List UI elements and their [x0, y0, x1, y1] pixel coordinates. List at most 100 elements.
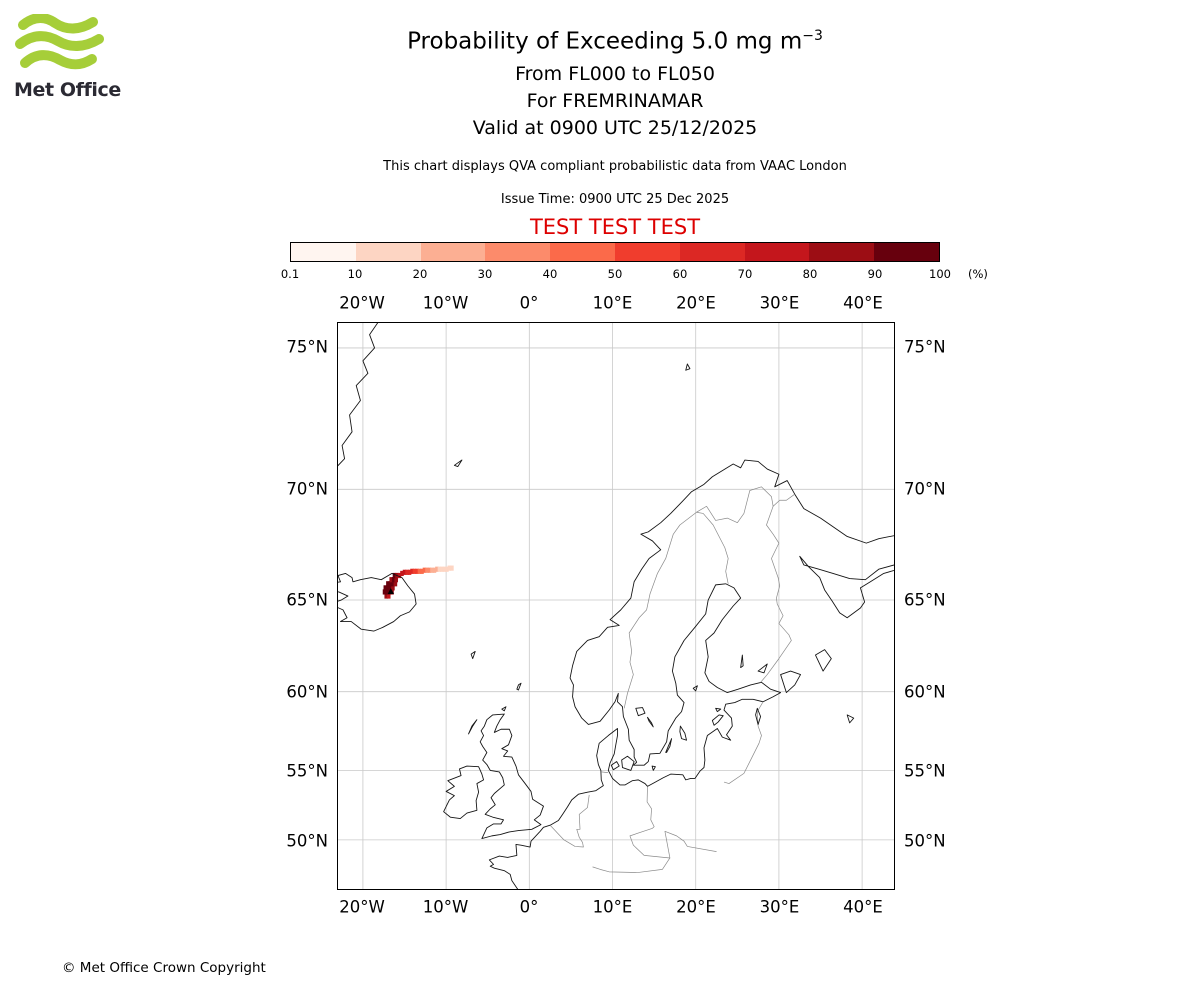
coastline: [470, 650, 476, 660]
issue-time: Issue Time: 0900 UTC 25 Dec 2025: [500, 192, 730, 207]
country-border: [623, 511, 697, 709]
ash-plume-cell: [407, 569, 412, 575]
ash-plume-cell: [415, 568, 419, 574]
lake-outline: [757, 663, 768, 674]
y-axis-label-left: 65°N: [286, 590, 328, 610]
y-axis-label-right: 50°N: [904, 831, 946, 851]
colorbar-ticks: (%) 0.1 10 20 30 40 50 60 70 80 90 100: [281, 262, 990, 281]
x-axis-label-bottom: 40°E: [843, 897, 883, 917]
colorbar-segment: [420, 243, 486, 261]
coastline: [685, 363, 691, 371]
ash-plume-cell: [417, 568, 422, 574]
coastline: [488, 459, 894, 889]
y-axis-label-left: 50°N: [286, 831, 328, 851]
ash-plume-cell: [384, 593, 389, 599]
coastline: [443, 765, 485, 819]
ash-plume-cell: [437, 566, 442, 572]
colorbar-tick-label: 50: [607, 267, 623, 281]
x-axis-label-top: 20°W: [339, 293, 385, 313]
ash-plume-cell: [410, 568, 414, 574]
ash-plume-cell: [450, 565, 454, 571]
ash-plume-cell: [402, 569, 407, 575]
ash-plume-cell: [445, 566, 449, 572]
colorbar-tick-label: 100: [929, 267, 951, 281]
ash-plume-cell: [388, 581, 393, 587]
ash-plume-cell: [385, 589, 389, 595]
volcano-marker: [387, 588, 394, 594]
colorbar-tick-label: 40: [542, 267, 558, 281]
qva-note: This chart displays QVA compliant probab…: [383, 159, 847, 174]
y-axis-label-left: 70°N: [286, 479, 328, 499]
test-banner: TEST TEST TEST: [529, 215, 701, 239]
ash-plume-cell: [392, 572, 397, 579]
colorbar-segment: [485, 243, 551, 261]
ash-plume-cell: [383, 585, 388, 591]
country-border: [549, 794, 590, 848]
ash-plume-cell: [386, 585, 390, 591]
ash-plume-cell: [420, 568, 424, 574]
country-border: [629, 786, 717, 859]
colorbar-segment: [744, 243, 810, 261]
coastline: [610, 761, 620, 771]
x-axis-label-bottom: 20°W: [339, 897, 385, 917]
map-plot: [337, 322, 895, 890]
ash-plume-cell: [386, 593, 391, 599]
coastline: [338, 323, 379, 467]
ash-plume-cell: [447, 565, 452, 571]
ash-plume-cell: [397, 572, 402, 579]
colorbar-tick-label: 80: [802, 267, 818, 281]
ash-plume-cell: [425, 567, 429, 573]
met-office-logo-text: Met Office: [14, 79, 121, 101]
colorbar-tick-label: 20: [412, 267, 428, 281]
lake-outline: [740, 654, 744, 669]
ash-plume-cell: [432, 567, 437, 573]
y-axis-label-left: 75°N: [286, 337, 328, 357]
ash-plume-cell: [430, 567, 434, 573]
met-office-logo-mark: [15, 14, 104, 70]
ash-plume-cell: [391, 581, 395, 587]
colorbar-tick-label: 0.1: [280, 267, 300, 281]
country-border: [723, 701, 764, 784]
copyright-footer: © Met Office Crown Copyright: [62, 960, 266, 976]
coastline: [799, 555, 894, 619]
y-axis-label-left: 60°N: [286, 682, 328, 702]
coastline: [651, 765, 656, 771]
chart-title: Probability of Exceeding 5.0 mg m−3: [30, 28, 1200, 55]
x-axis-label-top: 40°E: [843, 293, 883, 313]
volcano-line: For FREMRINAMAR: [526, 90, 704, 112]
coastline: [468, 719, 478, 735]
lake-outline: [635, 707, 646, 717]
country-border: [696, 486, 795, 524]
country-border: [696, 511, 729, 584]
x-axis-label-bottom: 20°E: [676, 897, 716, 917]
colorbar-segment: [809, 243, 875, 261]
y-axis-label-right: 55°N: [904, 761, 946, 781]
x-axis-label-bottom: 10°E: [592, 897, 633, 917]
x-axis-label-top: 30°E: [759, 293, 800, 313]
y-axis-label-right: 60°N: [904, 682, 946, 702]
ash-plume-cell: [435, 566, 439, 572]
colorbar-segment: [550, 243, 615, 261]
colorbar-gradient: [290, 242, 940, 262]
x-axis-label-bottom: 0°: [519, 897, 539, 917]
ash-plume-cell: [389, 577, 394, 583]
coastline: [453, 459, 463, 468]
country-border: [760, 506, 792, 683]
coastline: [715, 707, 722, 713]
logo-waves: [15, 14, 104, 70]
ash-plume-cell: [393, 581, 398, 587]
ash-plume-cell: [440, 566, 444, 572]
x-axis-label-bottom: 10°W: [422, 897, 469, 917]
ash-plume-cell: [422, 567, 427, 573]
ash-plume-cell: [388, 585, 393, 591]
colorbar-tick-label: 10: [347, 267, 363, 281]
colorbar-tick-label: 70: [737, 267, 753, 281]
x-axis-label-top: 10°E: [592, 293, 633, 313]
y-axis-label-left: 55°N: [286, 761, 328, 781]
colorbar-segment: [291, 243, 356, 261]
lake-outline: [846, 714, 855, 724]
coastline: [338, 572, 417, 632]
lake-outline: [780, 670, 801, 694]
coastline: [711, 714, 724, 726]
